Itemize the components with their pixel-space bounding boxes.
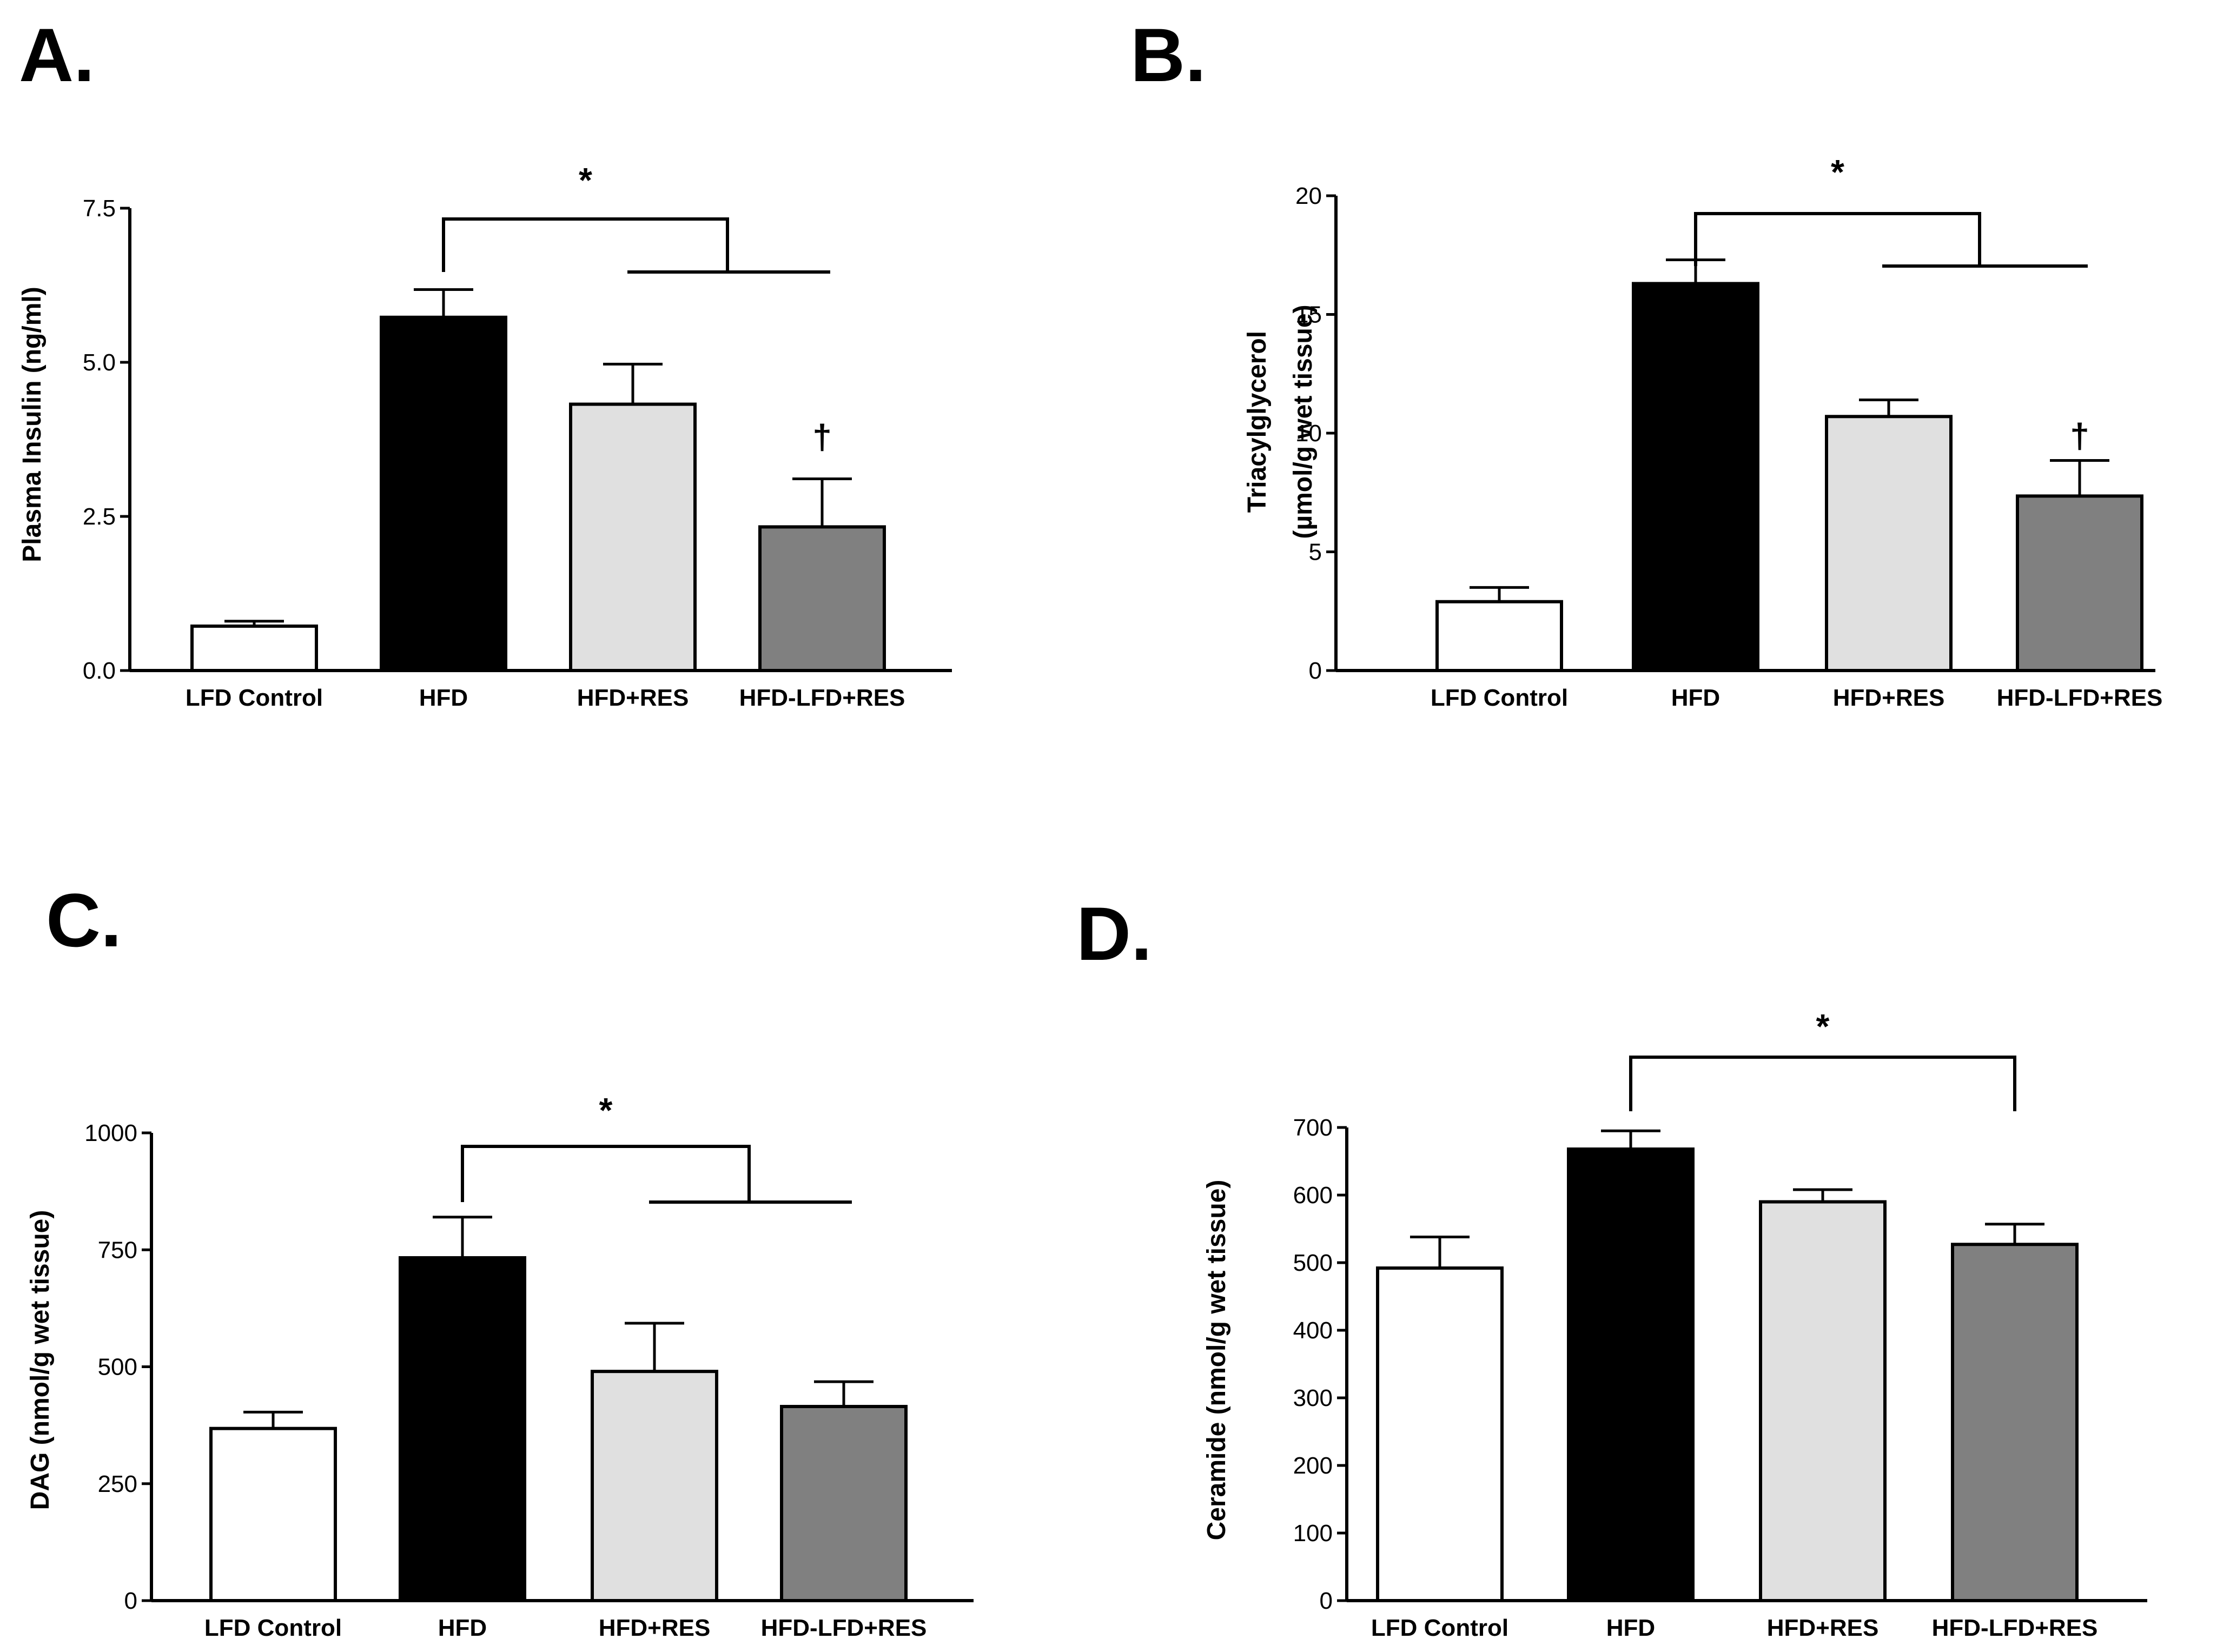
category-label-hfd-res: HFD+RES bbox=[1767, 1615, 1879, 1641]
y-tick-label: 2.5 bbox=[83, 503, 116, 530]
y-tick-label: 250 bbox=[98, 1471, 137, 1497]
chart-panel-a: 0.0 2.5 5.0 7.5 Plasma Insulin (ng/ml) LFD Co… bbox=[18, 161, 952, 711]
bar-hfd-lfd-res bbox=[780, 1405, 908, 1602]
y-tick-label: 0 bbox=[1309, 658, 1322, 684]
bar-hfd-res bbox=[1825, 415, 1953, 673]
bar-hfd-lfd-res bbox=[2016, 494, 2143, 673]
significance-star: * bbox=[579, 161, 592, 200]
significance-star: * bbox=[599, 1091, 613, 1130]
y-tick-label: 5 bbox=[1309, 539, 1322, 566]
category-label-hfd-lfd-res: HFD-LFD+RES bbox=[1997, 685, 2163, 711]
category-label-lfd-control: LFD Control bbox=[1431, 685, 1568, 711]
significance-bracket bbox=[1629, 1056, 2016, 1111]
significance-bracket bbox=[1694, 212, 1981, 266]
y-axis-label: DAG (nmol/g wet tissue) bbox=[26, 1210, 55, 1510]
significance-star: * bbox=[1831, 152, 1844, 191]
bar-hfd-res bbox=[591, 1370, 718, 1602]
bar-hfd-res bbox=[569, 402, 697, 673]
y-tick-label: 100 bbox=[1293, 1520, 1333, 1547]
category-label-hfd-res: HFD+RES bbox=[1833, 685, 1945, 711]
y-tick-label: 15 bbox=[1295, 302, 1322, 328]
significance-bracket bbox=[461, 1145, 751, 1202]
chart-panel-b: 0 5 10 15 20 Triacylglycerol (µmol/g wet tissu… bbox=[1243, 152, 2162, 711]
category-label-hfd: HFD bbox=[1671, 685, 1720, 711]
bar-lfd-control bbox=[1376, 1266, 1504, 1602]
y-tick-label: 200 bbox=[1293, 1452, 1333, 1479]
category-label-hfd: HFD bbox=[1606, 1615, 1655, 1641]
category-label-hfd: HFD bbox=[419, 685, 468, 711]
y-tick-label: 10 bbox=[1295, 420, 1322, 447]
panel-label-b: B. bbox=[1130, 12, 1206, 97]
y-tick-label: 500 bbox=[98, 1354, 137, 1381]
y-tick-label: 600 bbox=[1293, 1182, 1333, 1209]
panel-label-a: A. bbox=[19, 12, 95, 97]
bar-hfd-lfd-res bbox=[758, 525, 886, 672]
category-label-lfd-control: LFD Control bbox=[1371, 1615, 1508, 1641]
significance-bracket bbox=[442, 217, 729, 272]
bar-hfd-lfd-res bbox=[1951, 1243, 2079, 1602]
bar-hfd bbox=[1567, 1147, 1695, 1602]
category-label-hfd-lfd-res: HFD-LFD+RES bbox=[761, 1615, 927, 1641]
y-tick-label: 700 bbox=[1293, 1114, 1333, 1141]
y-tick-label: 0 bbox=[1320, 1588, 1333, 1614]
category-label-hfd-lfd-res: HFD-LFD+RES bbox=[1932, 1615, 2098, 1641]
bar-hfd-res bbox=[1759, 1200, 1887, 1602]
category-label-hfd: HFD bbox=[438, 1615, 487, 1641]
bar-hfd bbox=[1632, 282, 1759, 672]
y-tick-label: 5.0 bbox=[83, 349, 116, 376]
y-tick-label: 500 bbox=[1293, 1250, 1333, 1276]
y-tick-label: 400 bbox=[1293, 1317, 1333, 1344]
y-tick-label: 0.0 bbox=[83, 658, 116, 684]
y-axis-label: Ceramide (nmol/g wet tissue) bbox=[1202, 1180, 1231, 1541]
chart-panel-c: 0 250 500 750 1000 DAG (nmol/g wet tissue) LFD… bbox=[26, 1091, 974, 1641]
y-tick-label: 7.5 bbox=[83, 195, 116, 222]
y-tick-label: 300 bbox=[1293, 1385, 1333, 1411]
panel-label-d: D. bbox=[1076, 891, 1152, 976]
bar-lfd-control bbox=[209, 1427, 337, 1602]
bar-lfd-control bbox=[190, 624, 318, 673]
dagger-mark: † bbox=[2070, 416, 2089, 455]
y-tick-label: 1000 bbox=[84, 1120, 137, 1146]
significance-star: * bbox=[1816, 1007, 1830, 1046]
bar-lfd-control bbox=[1435, 600, 1563, 672]
y-axis-label-units: (µmol/g wet tissue) bbox=[1289, 304, 1318, 539]
y-axis-label: Plasma Insulin (ng/ml) bbox=[18, 287, 47, 562]
category-label-lfd-control: LFD Control bbox=[186, 685, 323, 711]
bar-hfd bbox=[380, 315, 507, 672]
y-tick-label: 20 bbox=[1295, 183, 1322, 209]
bar-hfd bbox=[399, 1256, 526, 1603]
category-label-hfd-res: HFD+RES bbox=[599, 1615, 711, 1641]
chart-panel-d: 0 100 200 300 400 500 600 700 Ceramide (nmol/g w… bbox=[1202, 1007, 2147, 1641]
y-axis-label: Triacylglycerol bbox=[1243, 331, 1272, 513]
y-tick-label: 0 bbox=[124, 1588, 137, 1614]
category-label-hfd-res: HFD+RES bbox=[577, 685, 689, 711]
category-label-hfd-lfd-res: HFD-LFD+RES bbox=[739, 685, 905, 711]
dagger-mark: † bbox=[812, 417, 832, 456]
category-label-lfd-control: LFD Control bbox=[204, 1615, 342, 1641]
panel-label-c: C. bbox=[46, 878, 122, 963]
y-tick-label: 750 bbox=[98, 1237, 137, 1263]
